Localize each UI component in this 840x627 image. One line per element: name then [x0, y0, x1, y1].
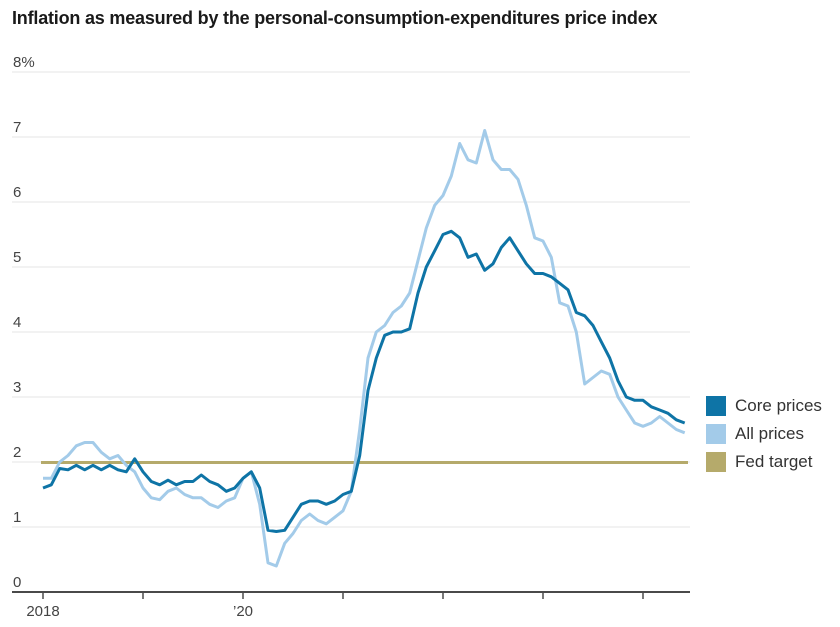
y-axis-label: 1	[13, 509, 21, 526]
y-axis-label: 8%	[13, 54, 35, 71]
legend-item-all-prices: All prices	[706, 424, 822, 444]
chart-legend: Core prices All prices Fed target	[706, 396, 822, 472]
y-axis-label: 0	[13, 574, 21, 591]
legend-label-core-prices: Core prices	[735, 396, 822, 415]
all-prices-swatch	[706, 424, 726, 444]
core-prices-swatch	[706, 396, 726, 416]
legend-item-fed-target: Fed target	[706, 452, 822, 472]
core-prices-line	[42, 229, 686, 533]
all-prices-line	[43, 129, 686, 568]
y-axis-label: 2	[13, 444, 21, 461]
legend-label-fed-target: Fed target	[735, 452, 813, 471]
x-axis-label: 2018	[26, 603, 59, 620]
fed-target-swatch	[706, 452, 726, 472]
legend-label-all-prices: All prices	[735, 424, 804, 443]
chart-title: Inflation as measured by the personal-co…	[12, 8, 658, 28]
x-axis-label: ’20	[233, 603, 253, 620]
y-axis-label: 4	[13, 314, 21, 331]
y-axis-label: 7	[13, 119, 21, 136]
y-axis-label: 5	[13, 249, 21, 266]
y-axis-label: 6	[13, 184, 21, 201]
y-axis-label: 3	[13, 379, 21, 396]
legend-item-core-prices: Core prices	[706, 396, 822, 416]
